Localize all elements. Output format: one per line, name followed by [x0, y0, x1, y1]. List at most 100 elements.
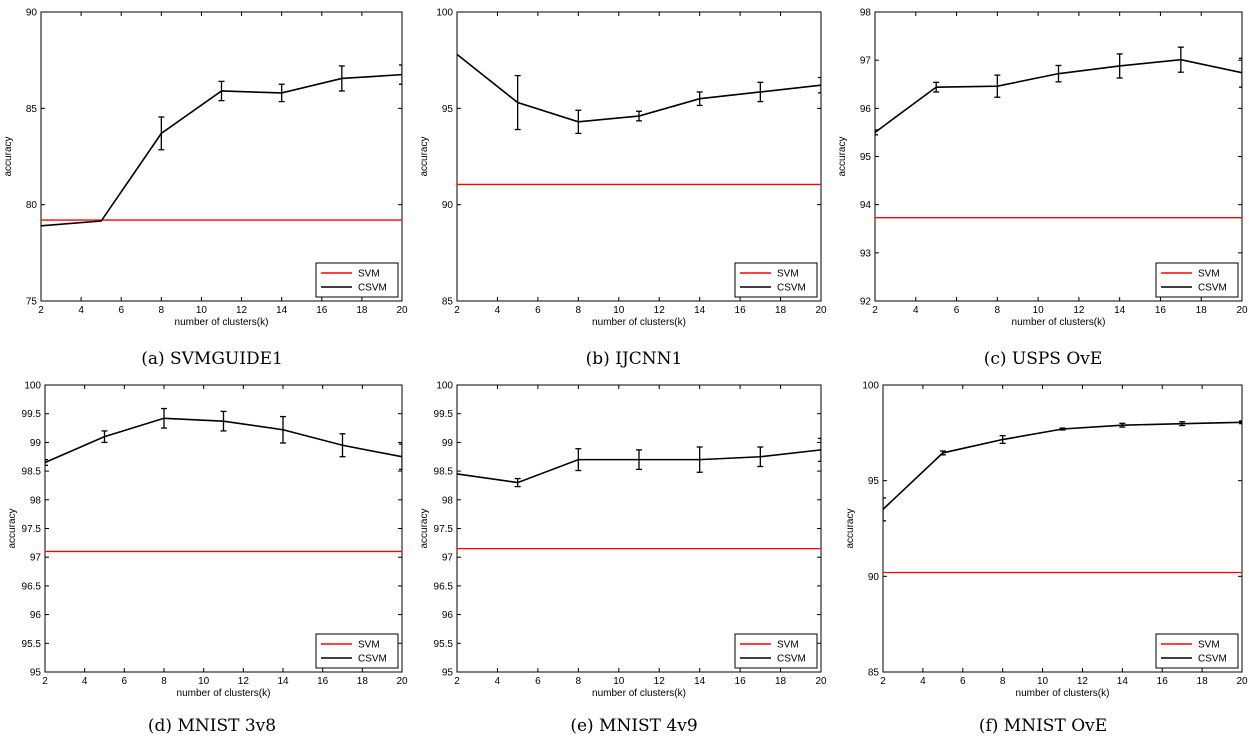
- legend-box: [734, 262, 818, 298]
- chart-panel-6: 2 4 6 8 10 12 14 16 18 20 85 90 95 100 number of clust…: [845, 381, 1248, 737]
- x-tick-label: 4: [78, 305, 84, 316]
- data-layer: [457, 53, 821, 186]
- x-tick-label: 10: [613, 676, 625, 687]
- error-bar: [514, 74, 521, 131]
- x-tick-label: 4: [82, 676, 88, 687]
- error-bar: [218, 80, 225, 102]
- y-axis-label: accuracy: [419, 136, 430, 176]
- error-bar: [757, 81, 764, 103]
- error-bar: [575, 448, 582, 472]
- x-axis-label: number of clusters(k): [592, 317, 686, 328]
- x-tick-label: 8: [995, 305, 1001, 316]
- x-tick-label: 18: [1196, 305, 1208, 316]
- error-bar: [818, 437, 821, 462]
- error-bar: [1059, 427, 1066, 431]
- y-tick-label: 98: [442, 495, 454, 506]
- y-tick-label: 98: [30, 495, 42, 506]
- y-tick-label: 90: [26, 8, 38, 19]
- x-tick-label: 18: [1197, 676, 1209, 687]
- legend-label-svm: SVM: [1198, 640, 1220, 651]
- error-bar: [696, 446, 703, 473]
- panel-caption: (b) IJCNN1: [586, 349, 683, 369]
- chart-panel-1: 2 4 6 8 10 12 14 16 18 20 75 80 85 90 number of cluste…: [3, 8, 408, 370]
- error-bar: [399, 64, 402, 85]
- error-bar: [933, 81, 940, 93]
- plot-area: [456, 11, 822, 302]
- x-tick-label: 10: [198, 676, 210, 687]
- x-tick-label: 14: [694, 305, 706, 316]
- legend: SVM CSVM: [315, 633, 399, 669]
- error-bar: [399, 443, 402, 471]
- error-bar: [280, 415, 286, 444]
- y-tick-label: 90: [868, 572, 880, 583]
- y-tick-label: 95.5: [22, 639, 42, 650]
- x-tick-label: 6: [118, 305, 124, 316]
- y-tick-label: 85: [442, 297, 454, 308]
- y-tick-label: 85: [26, 104, 38, 115]
- data-layer: [883, 420, 1242, 574]
- legend-label-csvm: CSVM: [777, 283, 806, 294]
- y-tick-label: 93: [860, 248, 872, 259]
- x-axis-label: number of clusters(k): [177, 688, 271, 699]
- legend-label-csvm: CSVM: [358, 654, 387, 665]
- chart-panel-2: 2 4 6 8 10 12 14 16 18 20 85 90 95 100 number of clust…: [419, 8, 827, 370]
- error-bar: [514, 477, 521, 488]
- x-tick-label: 6: [954, 305, 960, 316]
- chart-panel-4: 2 4 6 8 10 12 14 16 18 20 95 95.5 96 96.5 97 97.5 98 98.5…: [7, 381, 408, 737]
- y-tick-label: 95: [442, 104, 454, 115]
- y-tick-label: 97: [860, 56, 872, 67]
- x-tick-label: 16: [735, 305, 747, 316]
- legend-label-svm: SVM: [777, 640, 799, 651]
- error-bar: [939, 450, 946, 456]
- legend-box: [1155, 262, 1239, 298]
- legend: SVM CSVM: [1155, 262, 1239, 298]
- y-tick-label: 96.5: [434, 581, 454, 592]
- x-tick-label: 8: [1000, 676, 1006, 687]
- y-tick-label: 85: [868, 668, 880, 679]
- legend-label-svm: SVM: [1198, 269, 1220, 280]
- x-tick-label: 14: [694, 676, 706, 687]
- error-bar: [1239, 420, 1242, 425]
- x-tick-label: 16: [316, 305, 328, 316]
- x-tick-label: 10: [196, 305, 208, 316]
- error-bar: [636, 449, 642, 471]
- data-layer: [45, 407, 402, 553]
- x-tick-label: 18: [775, 676, 787, 687]
- x-tick-label: 2: [38, 305, 44, 316]
- y-tick-label: 97: [30, 553, 42, 564]
- plot-area: [874, 11, 1243, 302]
- y-tick-label: 95: [442, 668, 454, 679]
- x-tick-label: 16: [735, 676, 747, 687]
- x-tick-label: 4: [920, 676, 926, 687]
- y-tick-label: 100: [862, 381, 879, 392]
- error-bar: [1116, 53, 1123, 79]
- legend: SVM CSVM: [1155, 633, 1239, 669]
- error-bar: [875, 129, 878, 136]
- legend-label-csvm: CSVM: [1198, 654, 1227, 665]
- y-tick-label: 95: [860, 152, 872, 163]
- y-tick-label: 98.5: [22, 467, 42, 478]
- x-tick-label: 4: [913, 305, 919, 316]
- y-tick-label: 94: [860, 200, 872, 211]
- x-tick-label: 14: [277, 676, 289, 687]
- x-tick-label: 6: [122, 676, 128, 687]
- legend-label-csvm: CSVM: [358, 283, 387, 294]
- chart-panel-3: 2 4 6 8 10 12 14 16 18 20 92 93 94 95 96 97 98 number of …: [837, 8, 1248, 370]
- x-tick-label: 10: [1037, 676, 1049, 687]
- x-tick-label: 2: [42, 676, 48, 687]
- error-bar: [1177, 46, 1184, 73]
- x-tick-label: 12: [1077, 676, 1089, 687]
- x-tick-label: 20: [396, 305, 408, 316]
- error-bar: [1055, 64, 1062, 83]
- error-bar: [158, 116, 165, 151]
- x-tick-label: 12: [236, 305, 248, 316]
- x-tick-label: 12: [654, 676, 666, 687]
- plot-area: [882, 384, 1243, 673]
- y-tick-label: 98.5: [434, 467, 454, 478]
- y-tick-label: 100: [436, 8, 453, 19]
- legend-label-svm: SVM: [358, 640, 380, 651]
- y-tick-label: 97.5: [22, 524, 42, 535]
- y-tick-label: 96: [860, 104, 872, 115]
- x-tick-label: 20: [396, 676, 408, 687]
